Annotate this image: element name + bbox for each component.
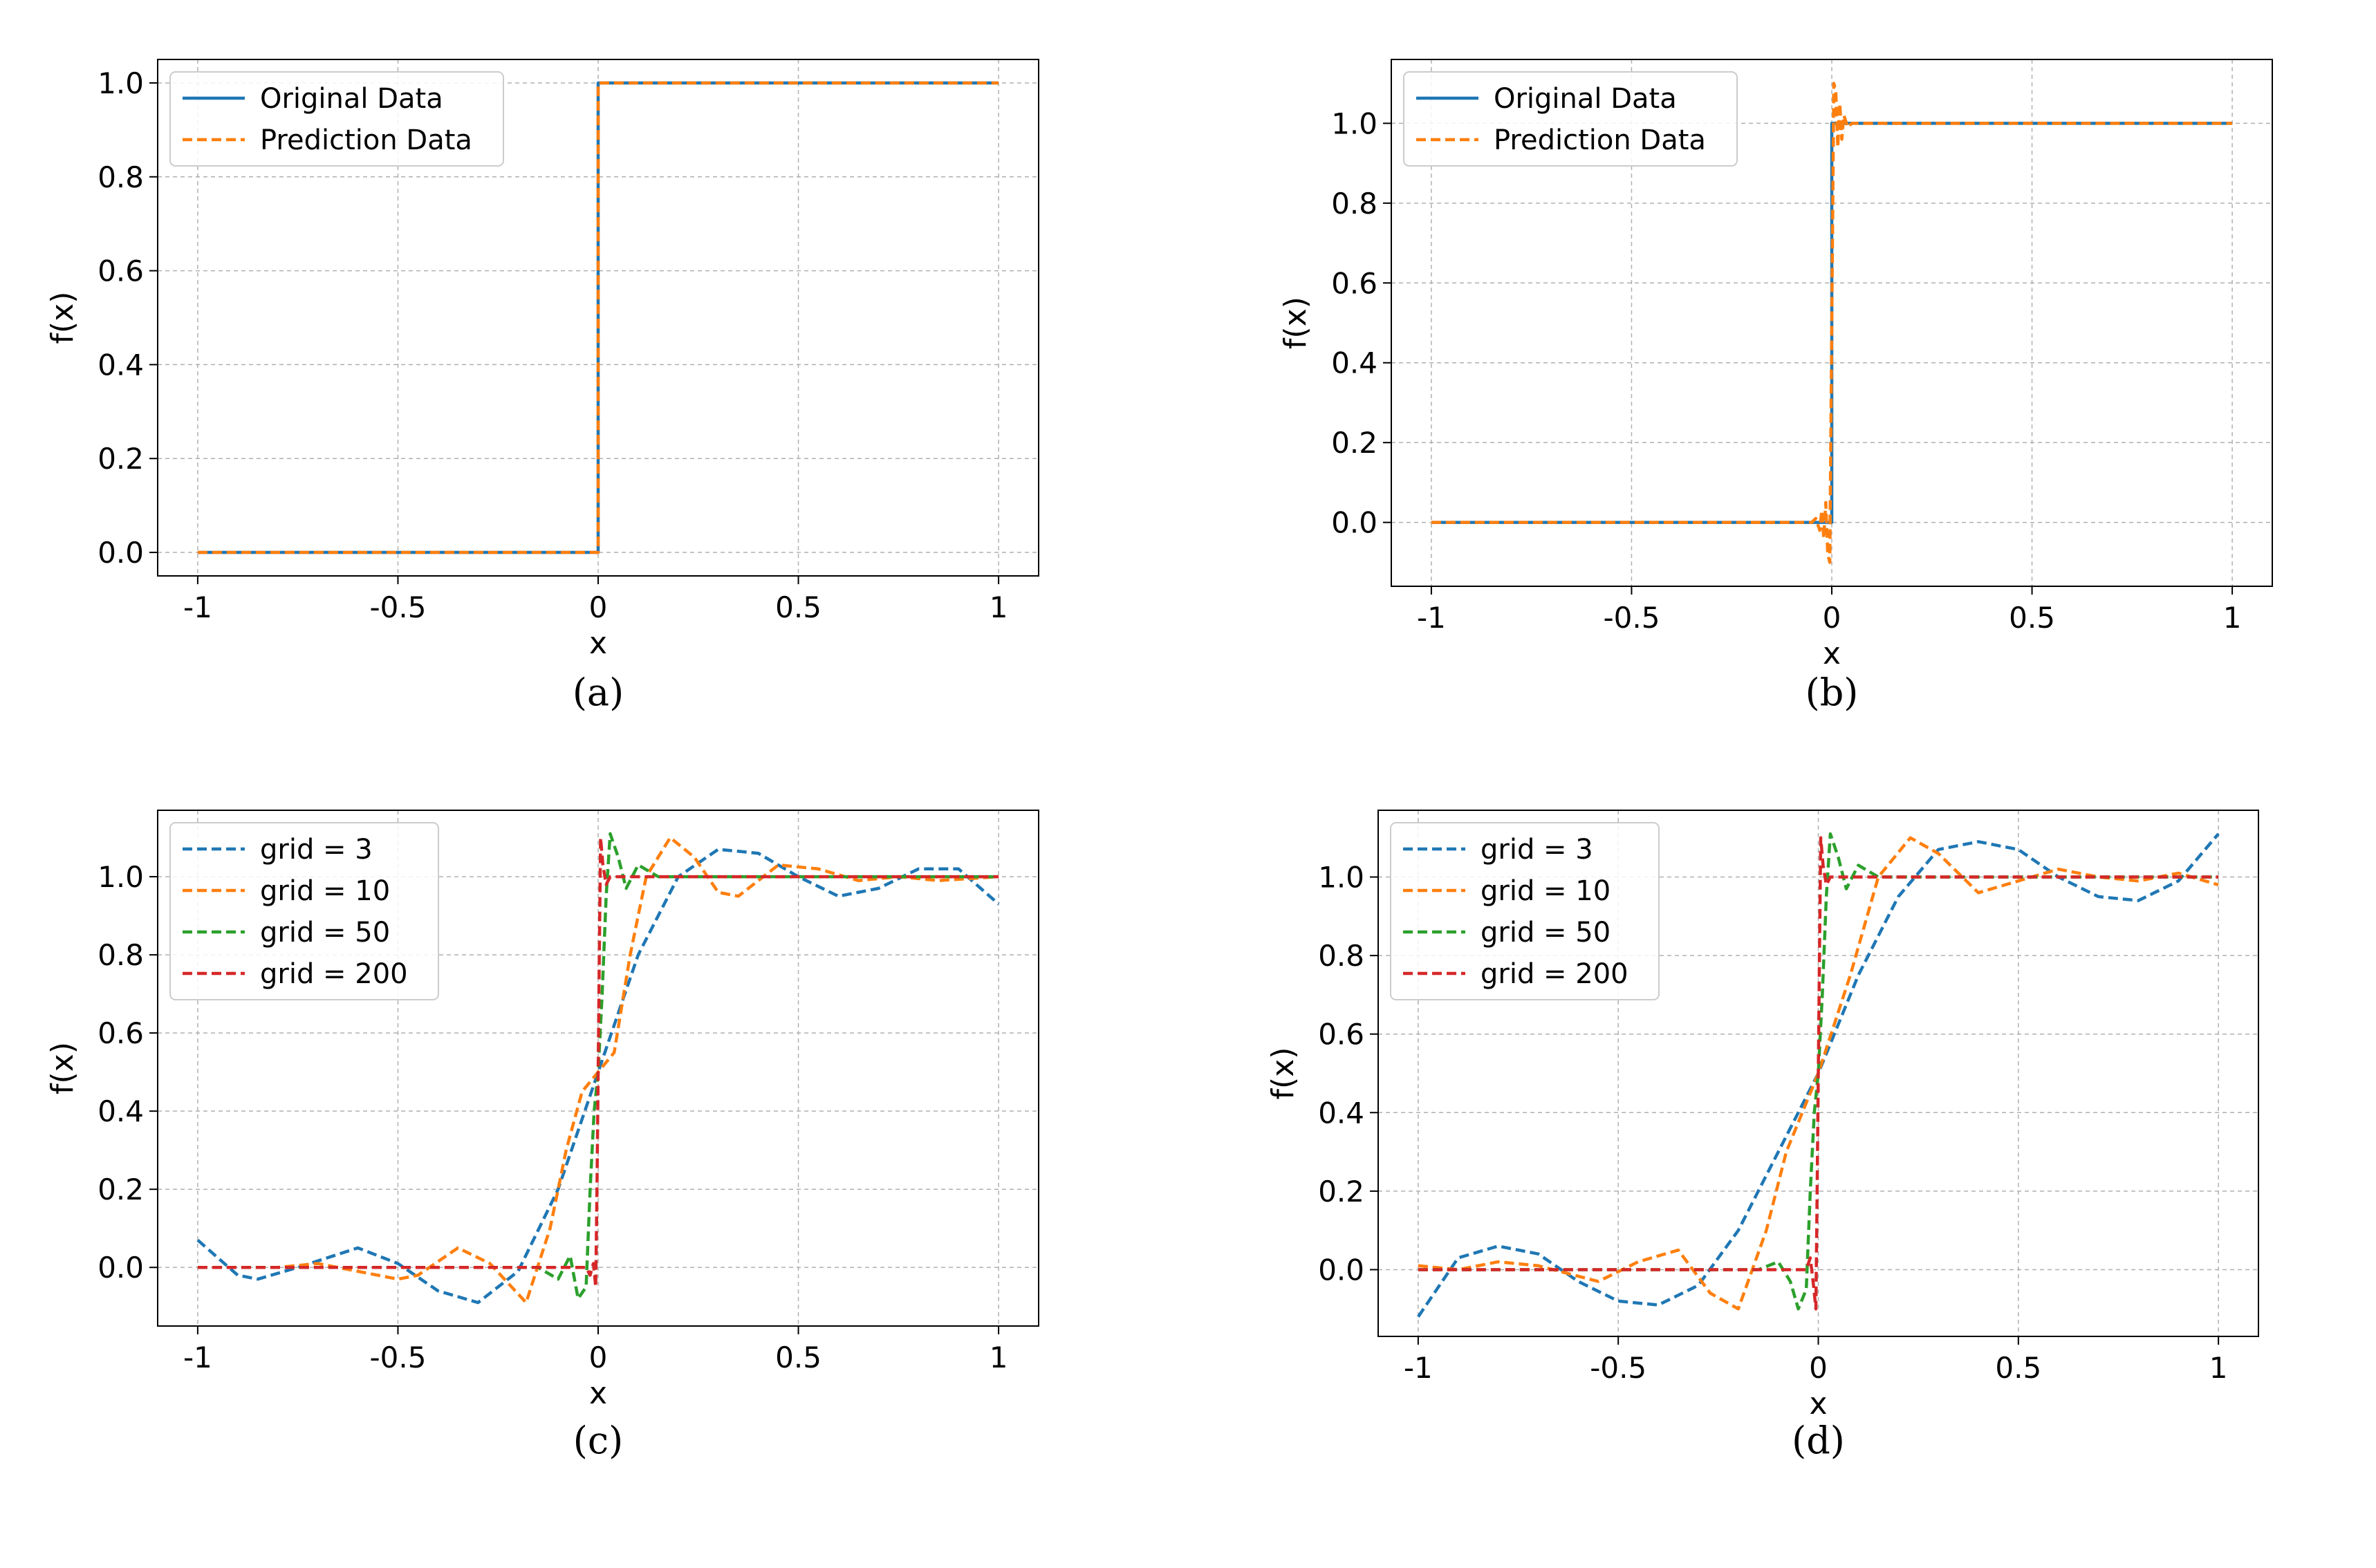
y-tick-label: 0.4: [1318, 1096, 1364, 1130]
legend-entry-label: grid = 200: [1481, 958, 1628, 990]
y-tick-label: 0.6: [98, 1016, 144, 1050]
y-tick-label: 0.8: [1331, 187, 1377, 221]
chart-panel-a: -1 -0.5 0 0.5 1 0.0 0.2 0.4 0.6 0.8 1.0 x f(x) Origin…: [45, 59, 1039, 714]
legend-entry-label: grid = 10: [260, 875, 390, 907]
series-group: [1431, 82, 2233, 564]
legend: grid = 3 grid = 10 grid = 50 grid = 200: [1390, 822, 1660, 1000]
y-axis-label: f(x): [45, 292, 80, 344]
x-tick-label: -0.5: [1603, 601, 1660, 635]
x-axis-label: x: [1823, 636, 1841, 671]
legend-entry-label: Prediction Data: [260, 124, 472, 156]
x-tick-label: 0: [589, 1341, 608, 1374]
x-tick-label: 0.5: [775, 590, 822, 624]
series-line-grid-200: [197, 836, 999, 1289]
series-line-grid-200: [1418, 836, 2219, 1311]
x-tick-label: 0.5: [2009, 601, 2055, 635]
legend: grid = 3 grid = 10 grid = 50 grid = 200: [169, 822, 439, 1000]
chart-panel-d: -1 -0.5 0 0.5 1 0.0 0.2 0.4 0.6 0.8 1.0 x f(x) grid =…: [1265, 810, 2259, 1462]
y-tick-label: 0.4: [1331, 346, 1377, 380]
y-tick-label: 0.2: [1331, 426, 1377, 460]
x-tick-label: 0: [589, 590, 608, 624]
y-tick-label: 1.0: [98, 66, 144, 100]
legend-entry-label: grid = 3: [260, 834, 373, 866]
y-tick-label: 0.6: [1318, 1018, 1364, 1052]
panel-caption: (d): [1792, 1419, 1845, 1462]
y-tick-label: 0.4: [98, 348, 144, 382]
y-tick-label: 0.8: [98, 160, 144, 194]
series-line-grid-10: [197, 836, 999, 1305]
y-axis-label: f(x): [1265, 1047, 1301, 1100]
y-tick-label: 0.6: [1331, 266, 1377, 300]
x-tick-label: 1: [2209, 1351, 2228, 1385]
y-tick-label: 0.8: [1318, 939, 1364, 973]
y-tick-label: 0.4: [98, 1094, 144, 1128]
x-tick-label: -1: [1417, 601, 1446, 635]
chart-panel-c: -1 -0.5 0 0.5 1 0.0 0.2 0.4 0.6 0.8 1.0 x f(x) grid =…: [45, 810, 1039, 1462]
panel-caption: (b): [1806, 671, 1859, 714]
legend-box: [1390, 822, 1660, 1000]
series-line-prediction-data: [1431, 82, 2233, 564]
y-tick-label: 0.2: [98, 1173, 144, 1206]
y-tick-label: 0.6: [98, 254, 144, 288]
y-tick-label: 0.0: [1318, 1253, 1364, 1287]
x-axis-label: x: [589, 626, 607, 661]
x-tick-label: -0.5: [369, 590, 426, 624]
legend: Original Data Prediction Data: [169, 71, 504, 167]
series-line-original-data: [197, 81, 999, 554]
x-tick-label: -0.5: [1590, 1351, 1646, 1385]
y-tick-label: 0.2: [1318, 1175, 1364, 1208]
x-tick-label: 1: [990, 1341, 1008, 1374]
x-tick-label: -0.5: [369, 1341, 426, 1374]
legend-entry-label: grid = 50: [260, 917, 390, 949]
legend-box: [1403, 71, 1738, 167]
y-tick-label: 0.8: [98, 938, 144, 972]
x-tick-label: -1: [183, 590, 212, 624]
x-tick-label: -1: [183, 1341, 212, 1374]
x-tick-label: 0.5: [775, 1341, 822, 1374]
x-tick-label: -1: [1404, 1351, 1433, 1385]
legend: Original Data Prediction Data: [1403, 71, 1738, 167]
chart-panel-b: -1 -0.5 0 0.5 1 0.0 0.2 0.4 0.6 0.8 1.0 x f(x) Origin…: [1278, 59, 2273, 714]
x-tick-label: 1: [2223, 601, 2242, 635]
legend-box: [169, 822, 439, 1000]
x-tick-label: 1: [990, 590, 1008, 624]
series-group: [197, 81, 999, 554]
legend-entry-label: grid = 3: [1481, 834, 1593, 866]
legend-entry-label: Prediction Data: [1494, 124, 1706, 156]
legend-entry-label: grid = 50: [1481, 917, 1611, 949]
y-tick-label: 0.0: [1331, 506, 1377, 540]
x-tick-label: 0: [1809, 1351, 1828, 1385]
x-tick-label: 0: [1823, 601, 1841, 635]
y-axis-label: f(x): [1278, 297, 1313, 349]
legend-box: [169, 71, 504, 167]
series-group: [1417, 832, 2220, 1318]
x-tick-label: 0.5: [1995, 1351, 2041, 1385]
series-line-grid-3: [196, 848, 1000, 1305]
legend-entry-label: Original Data: [1494, 83, 1677, 115]
y-tick-label: 1.0: [98, 860, 144, 894]
y-tick-label: 1.0: [1331, 106, 1377, 140]
y-axis-label: f(x): [45, 1042, 80, 1094]
legend-entry-label: Original Data: [260, 83, 443, 115]
x-axis-label: x: [589, 1376, 607, 1411]
y-tick-label: 0.2: [98, 442, 144, 476]
legend-entry-label: grid = 200: [260, 958, 408, 990]
y-tick-label: 0.0: [98, 1251, 144, 1285]
y-tick-label: 0.0: [98, 536, 144, 570]
legend-entry-label: grid = 10: [1481, 875, 1611, 907]
x-axis-label: x: [1809, 1386, 1827, 1421]
panel-caption: (c): [573, 1419, 623, 1462]
y-tick-label: 1.0: [1318, 861, 1364, 895]
panel-caption: (a): [573, 671, 624, 714]
series-group: [196, 832, 1000, 1305]
